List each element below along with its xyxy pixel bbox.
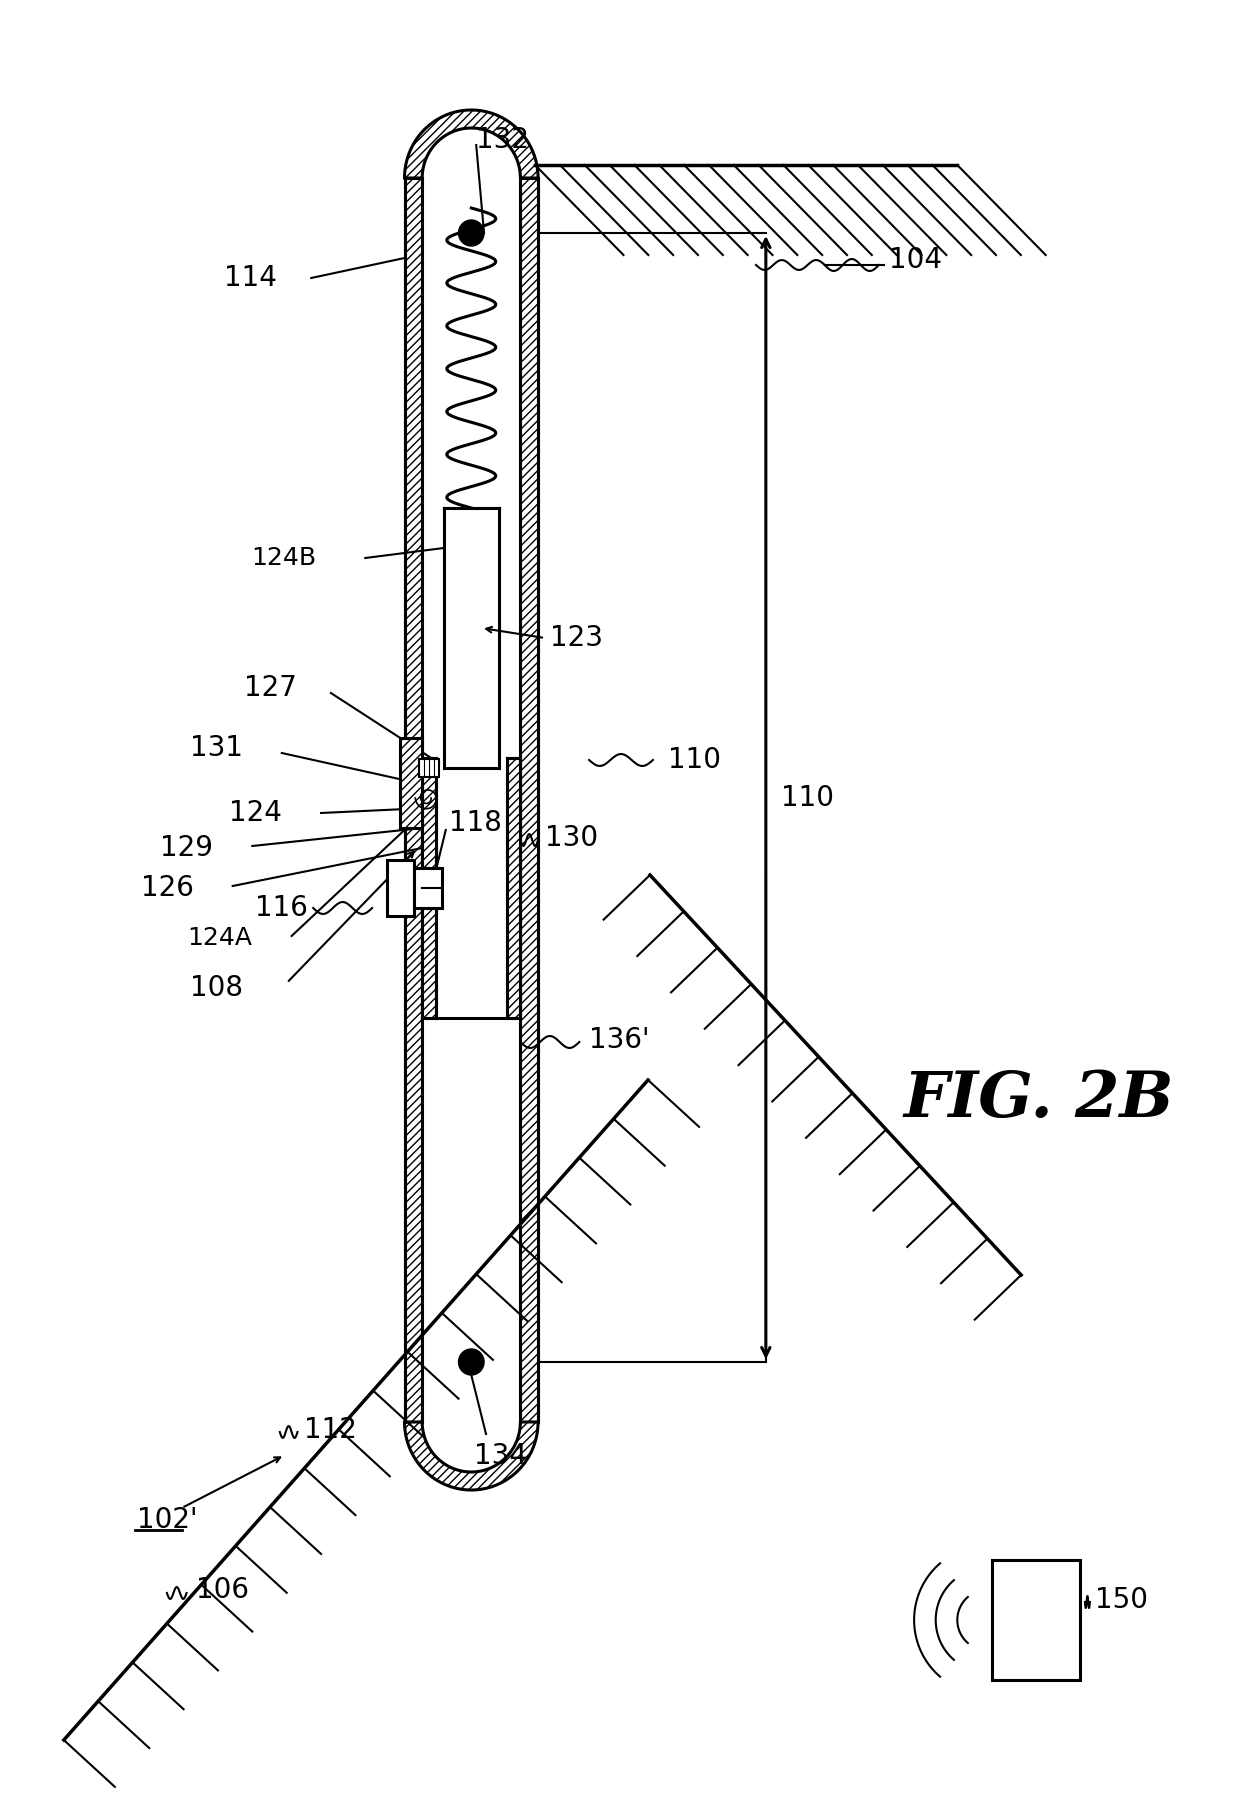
Text: 114: 114 — [224, 264, 277, 291]
Text: 131: 131 — [190, 734, 243, 762]
Polygon shape — [414, 868, 441, 908]
Polygon shape — [404, 110, 538, 178]
Polygon shape — [436, 759, 507, 1018]
Text: 123: 123 — [549, 624, 603, 653]
Text: 150: 150 — [1095, 1586, 1148, 1615]
Text: 129: 129 — [160, 834, 213, 861]
Text: 132: 132 — [476, 126, 529, 155]
Text: 124B: 124B — [250, 547, 316, 570]
Text: FIG. 2B: FIG. 2B — [903, 1070, 1174, 1131]
Text: 104: 104 — [889, 246, 941, 273]
Text: 110: 110 — [667, 746, 720, 773]
Text: 112: 112 — [304, 1417, 357, 1444]
Text: 134: 134 — [474, 1442, 527, 1471]
Text: 124: 124 — [229, 798, 281, 827]
Polygon shape — [521, 178, 538, 1422]
Polygon shape — [404, 1422, 538, 1491]
Polygon shape — [422, 759, 436, 1018]
Circle shape — [459, 1348, 484, 1375]
Text: 108: 108 — [190, 975, 243, 1001]
Text: 130: 130 — [544, 823, 598, 852]
Text: 136': 136' — [589, 1027, 650, 1054]
Polygon shape — [507, 759, 521, 1018]
Text: 127: 127 — [243, 674, 296, 701]
Text: 116: 116 — [255, 894, 309, 922]
Text: 126: 126 — [140, 874, 193, 903]
Text: 118: 118 — [449, 809, 502, 838]
Text: 110: 110 — [780, 784, 833, 811]
Polygon shape — [419, 759, 439, 777]
Polygon shape — [422, 178, 521, 1422]
Polygon shape — [444, 509, 498, 768]
Polygon shape — [404, 178, 422, 1422]
Text: 124A: 124A — [187, 926, 252, 949]
Polygon shape — [399, 737, 422, 829]
Text: 106: 106 — [196, 1577, 249, 1604]
Bar — [992, 1561, 1080, 1679]
Circle shape — [459, 219, 484, 246]
Text: 102': 102' — [138, 1507, 198, 1534]
Polygon shape — [387, 859, 414, 915]
